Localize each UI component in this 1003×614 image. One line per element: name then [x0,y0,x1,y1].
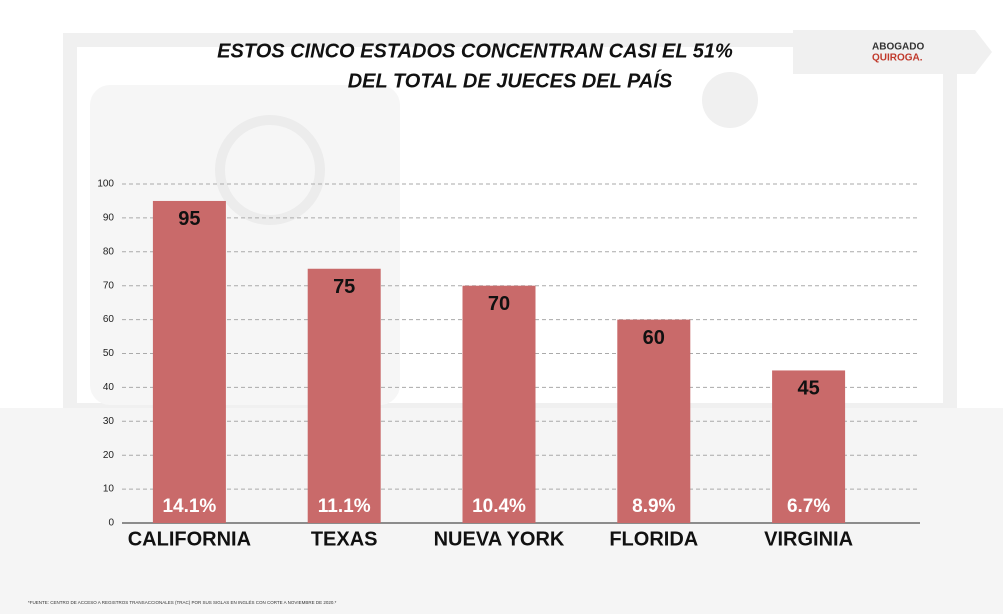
bar [463,286,536,523]
footnote: *FUENTE: CENTRO DE ACCESO A REGISTROS TR… [28,599,337,605]
value-label: 95 [178,208,200,230]
y-tick-label: 50 [103,348,115,359]
bar [617,320,690,523]
y-tick-label: 30 [103,416,115,427]
share-label: 10.4% [472,496,526,517]
y-tick-label: 10 [103,484,115,495]
chart-title: DEL TOTAL DE JUECES DEL PAÍS [348,69,673,92]
x-tick-label: FLORIDA [609,528,698,550]
x-tick-label: NUEVA YORK [434,528,565,550]
x-tick-label: TEXAS [311,528,378,550]
share-label: 6.7% [787,496,830,517]
y-tick-label: 0 [108,518,114,529]
x-tick-label: CALIFORNIA [128,528,251,550]
y-tick-label: 20 [103,450,115,461]
logo: ABOGADO QUIROGA. [793,30,992,74]
y-tick-label: 70 [103,280,115,291]
share-label: 8.9% [632,496,675,517]
value-label: 70 [488,293,510,315]
value-label: 45 [797,378,819,400]
y-tick-label: 40 [103,382,115,393]
y-tick-label: 60 [103,314,115,325]
bar [308,269,381,523]
chart: ABOGADO QUIROGA. ESTOS CINCO ESTADOS CON… [0,0,1003,614]
logo-text: ABOGADO [872,42,924,53]
share-label: 14.1% [162,496,216,517]
y-tick-label: 80 [103,246,115,257]
bar [153,201,226,523]
logo-text: QUIROGA. [872,53,923,64]
y-tick-label: 100 [97,179,114,190]
chart-title: ESTOS CINCO ESTADOS CONCENTRAN CASI EL 5… [217,40,733,62]
share-label: 11.1% [318,496,371,517]
value-label: 60 [643,327,665,349]
value-label: 75 [333,276,355,298]
y-tick-label: 90 [103,213,115,224]
x-tick-label: VIRGINIA [764,528,853,550]
